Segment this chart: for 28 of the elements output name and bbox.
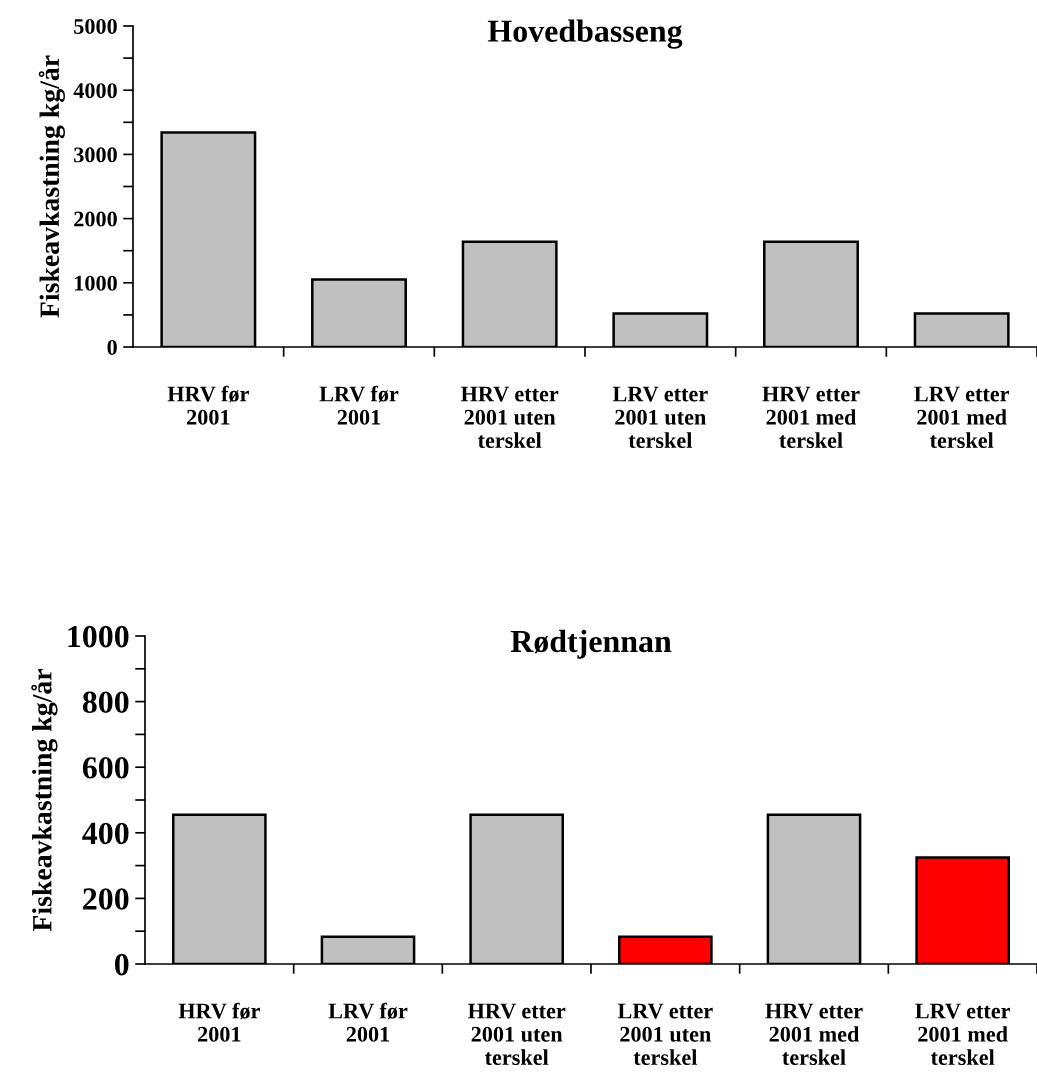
y-tick-label: 3000 bbox=[74, 147, 117, 163]
y-axis-title: Fiskeavkastning kg/år bbox=[31, 669, 58, 932]
chart-title: Rødtjennan bbox=[510, 629, 672, 659]
y-tick-label: 600 bbox=[82, 757, 129, 779]
y-tick-label: 2000 bbox=[74, 211, 117, 227]
x-tick-label: LRV etter 2001 uten terskel bbox=[612, 386, 708, 448]
x-tick-label: HRV etter 2001 med terskel bbox=[765, 1003, 863, 1065]
y-tick-label: 800 bbox=[82, 691, 129, 713]
chart-title: Hovedbasseng bbox=[487, 19, 683, 49]
y-axis-title: Fiskeavkastning kg/år bbox=[38, 55, 65, 318]
x-tick-label: LRV etter 2001 med terskel bbox=[914, 386, 1010, 448]
x-tick-label: HRV før 2001 bbox=[167, 385, 249, 425]
y-tick-label: 1000 bbox=[75, 275, 117, 291]
x-tick-label: LRV etter 2001 med terskel bbox=[915, 1003, 1011, 1065]
x-tick-label: LRV før 2001 bbox=[328, 1002, 408, 1042]
y-tick-label: 0 bbox=[114, 953, 129, 976]
x-tick-label: LRV etter 2001 uten terskel bbox=[617, 1003, 713, 1065]
x-tick-label: HRV etter 2001 med terskel bbox=[762, 386, 860, 448]
y-tick-label: 5000 bbox=[74, 18, 117, 34]
y-tick-label: 200 bbox=[83, 888, 129, 910]
x-tick-label: HRV etter 2001 uten terskel bbox=[467, 1003, 566, 1065]
y-tick-label: 4000 bbox=[73, 83, 117, 99]
y-tick-label: 400 bbox=[82, 822, 129, 845]
x-tick-label: LRV før 2001 bbox=[319, 385, 399, 425]
x-tick-label: HRV før 2001 bbox=[178, 1002, 260, 1042]
x-tick-label: HRV etter 2001 uten terskel bbox=[460, 386, 559, 448]
y-tick-label: 0 bbox=[107, 339, 117, 355]
y-tick-label: 1000 bbox=[68, 625, 129, 648]
